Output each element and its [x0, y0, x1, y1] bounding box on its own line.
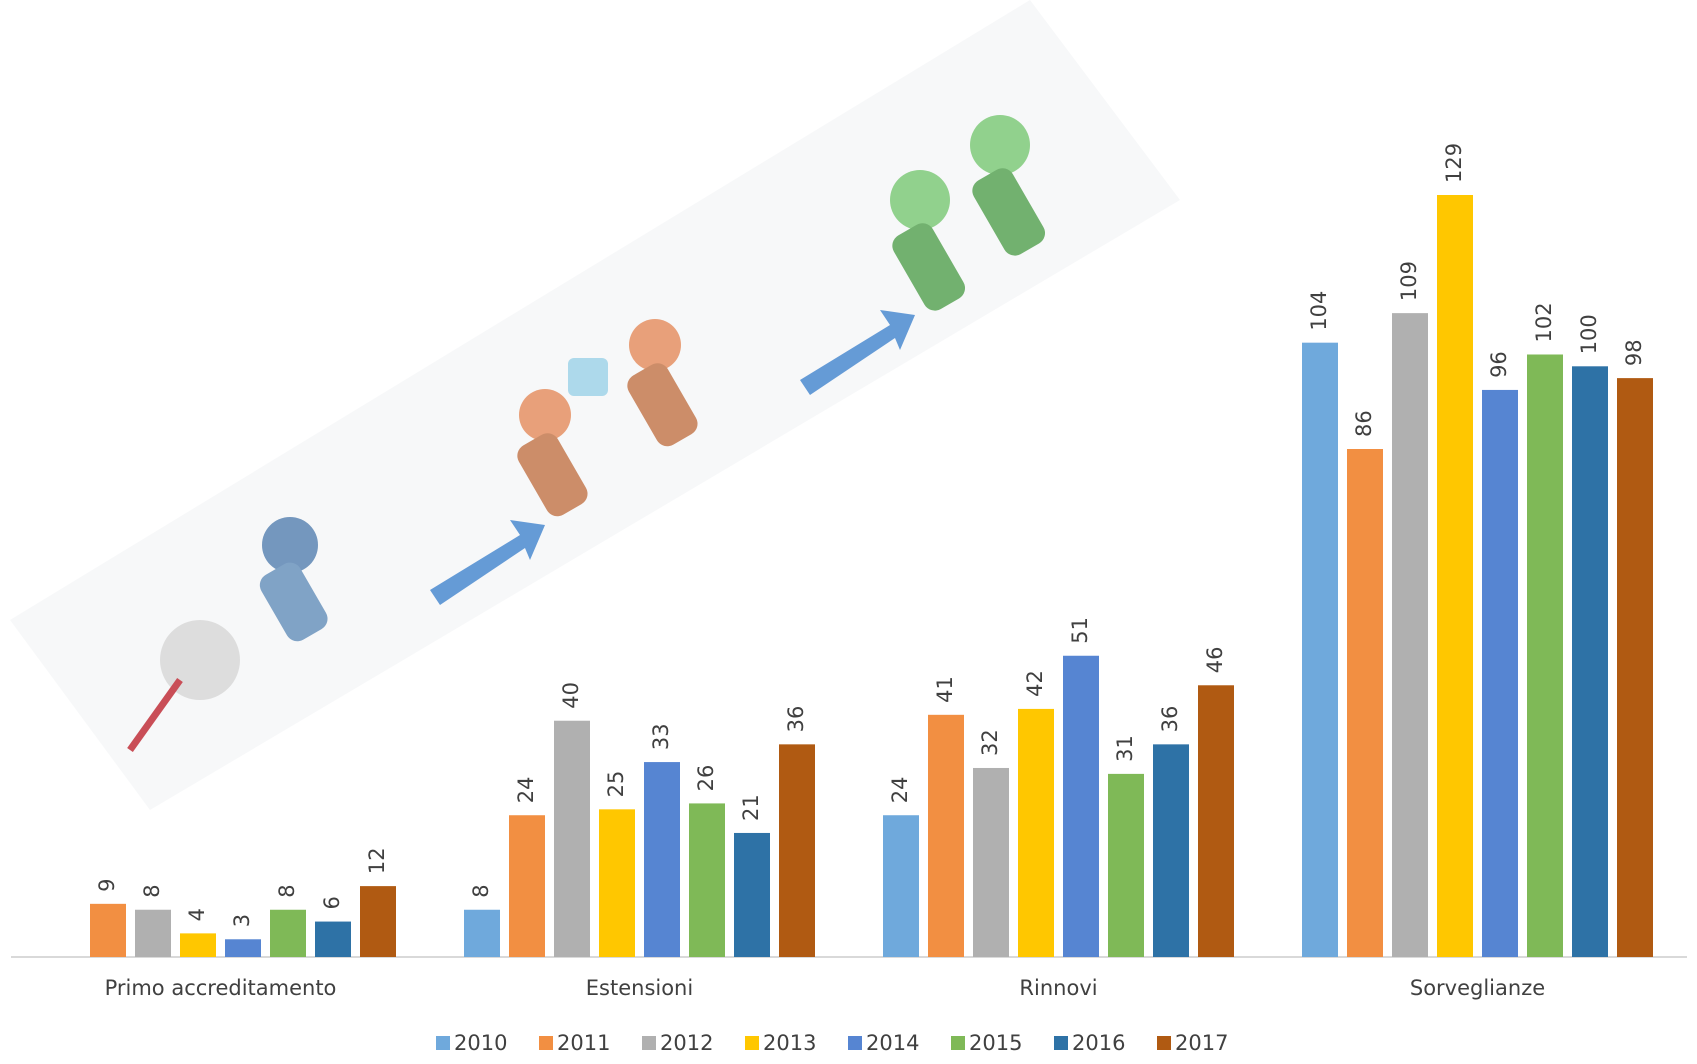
- legend-swatch: [951, 1036, 965, 1050]
- bar: [689, 803, 725, 957]
- bar: [270, 909, 306, 957]
- value-label: 46: [1203, 647, 1227, 674]
- value-label: 6: [320, 896, 344, 909]
- value-label: 41: [933, 676, 957, 703]
- bar: [225, 939, 261, 957]
- value-label: 21: [739, 794, 763, 821]
- value-label: 8: [469, 884, 493, 897]
- bar: [1572, 366, 1608, 957]
- value-label: 9: [95, 878, 119, 891]
- bar: [1482, 389, 1518, 957]
- bar: [360, 886, 396, 957]
- bar: [554, 720, 590, 957]
- value-label: 102: [1532, 302, 1556, 342]
- bar: [464, 909, 500, 957]
- legend-swatch: [848, 1036, 862, 1050]
- legend-swatch: [745, 1036, 759, 1050]
- value-label: 51: [1068, 617, 1092, 644]
- bar: [180, 933, 216, 957]
- bar: [779, 744, 815, 957]
- value-label: 36: [1158, 706, 1182, 733]
- value-label: 32: [978, 729, 1002, 756]
- bar: [1617, 378, 1653, 957]
- bar: [644, 762, 680, 957]
- value-label: 104: [1307, 291, 1331, 331]
- decoration: [10, 0, 1180, 810]
- value-label: 24: [514, 776, 538, 803]
- value-label: 24: [888, 776, 912, 803]
- bar: [928, 714, 964, 957]
- bar: [1392, 313, 1428, 957]
- x-tick-label: Estensioni: [586, 976, 693, 1000]
- value-label: 25: [604, 771, 628, 798]
- bar: [315, 921, 351, 957]
- bar: [1108, 773, 1144, 957]
- legend-label: 2016: [1072, 1031, 1125, 1055]
- legend-swatch: [539, 1036, 553, 1050]
- bar: [509, 815, 545, 957]
- x-tick-label: Primo accreditamento: [105, 976, 337, 1000]
- x-tick-label: Sorveglianze: [1410, 976, 1545, 1000]
- legend-label: 2014: [866, 1031, 919, 1055]
- value-label: 98: [1622, 339, 1646, 366]
- value-label: 36: [784, 706, 808, 733]
- value-label: 12: [365, 847, 389, 874]
- value-label: 3: [230, 914, 254, 927]
- bar: [90, 903, 126, 957]
- bar: [973, 767, 1009, 957]
- bar: [734, 832, 770, 957]
- value-label: 129: [1442, 143, 1466, 183]
- value-label: 40: [559, 682, 583, 709]
- legend-label: 2013: [763, 1031, 816, 1055]
- bar: [1198, 685, 1234, 957]
- bar: [1302, 342, 1338, 957]
- legend-swatch: [436, 1036, 450, 1050]
- value-label: 26: [694, 765, 718, 792]
- bar: [1153, 744, 1189, 957]
- value-label: 4: [185, 908, 209, 921]
- value-label: 96: [1487, 351, 1511, 378]
- legend-label: 2017: [1175, 1031, 1228, 1055]
- value-label: 100: [1577, 314, 1601, 354]
- legend-label: 2011: [557, 1031, 610, 1055]
- legend-swatch: [642, 1036, 656, 1050]
- bar: [1063, 655, 1099, 957]
- bar: [883, 815, 919, 957]
- bar: [599, 809, 635, 957]
- bar: [1527, 354, 1563, 957]
- legend-label: 2012: [660, 1031, 713, 1055]
- value-label: 31: [1113, 735, 1137, 762]
- value-label: 33: [649, 723, 673, 750]
- legend-label: 2015: [969, 1031, 1022, 1055]
- bar: [135, 909, 171, 957]
- value-label: 8: [275, 884, 299, 897]
- value-label: 86: [1352, 410, 1376, 437]
- bar: [1437, 195, 1473, 957]
- value-label: 109: [1397, 261, 1421, 301]
- bar: [1347, 449, 1383, 957]
- value-label: 8: [140, 884, 164, 897]
- legend-swatch: [1157, 1036, 1171, 1050]
- legend-label: 2010: [454, 1031, 507, 1055]
- x-tick-label: Rinnovi: [1019, 976, 1097, 1000]
- bar: [1018, 708, 1054, 957]
- value-label: 42: [1023, 670, 1047, 697]
- legend-swatch: [1054, 1036, 1068, 1050]
